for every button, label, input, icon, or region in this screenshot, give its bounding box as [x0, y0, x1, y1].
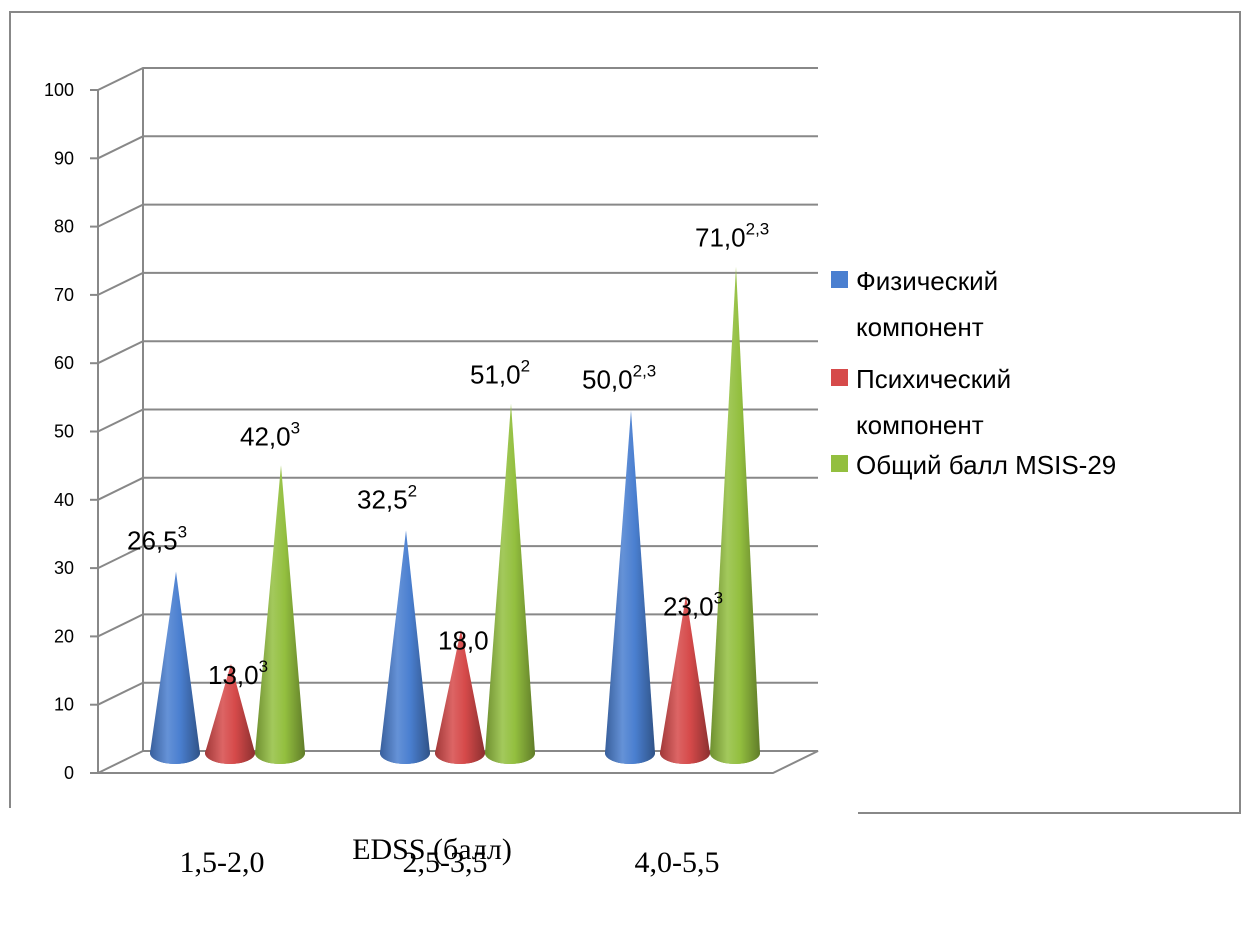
- legend-entry: Общий балл MSIS-29: [831, 450, 1116, 480]
- data-label: 32,52: [357, 481, 417, 514]
- y-tick-label: 80: [54, 217, 74, 237]
- cone-bar: [205, 663, 255, 764]
- cone-body: [605, 410, 655, 764]
- x-axis-categories: 1,5-2,0 2,5-3,5 4,0-5,5: [180, 846, 720, 879]
- data-label-value: 71,0: [695, 223, 746, 253]
- y-tick-label: 100: [44, 80, 74, 100]
- legend-label: компонент: [856, 312, 984, 342]
- legend-label: Физический: [856, 266, 998, 296]
- y-tick-label: 10: [54, 695, 74, 715]
- data-label: 42,03: [240, 418, 300, 451]
- cone-bar: [710, 266, 760, 764]
- data-label: 26,53: [127, 522, 187, 555]
- y-tick-label: 60: [54, 353, 74, 373]
- cone-bar: [435, 629, 485, 764]
- gridline: [97, 476, 818, 501]
- cone-bar: [485, 403, 535, 764]
- y-axis: 0 10 20 30 40 50 60 70 80 90 100: [44, 68, 144, 783]
- cone-body: [380, 530, 430, 764]
- x-category-label: 4,0-5,5: [635, 846, 720, 879]
- data-label: 50,02,3: [582, 362, 656, 395]
- cone-body: [485, 403, 535, 764]
- data-label-sup: 2: [521, 357, 530, 376]
- legend-swatch: [831, 271, 848, 288]
- data-label-sup: 2,3: [746, 220, 770, 239]
- data-label-value: 51,0: [470, 360, 521, 390]
- data-label: 23,03: [663, 588, 723, 621]
- legend-label: компонент: [856, 410, 984, 440]
- data-label: 51,02: [470, 357, 530, 390]
- floor: [97, 750, 819, 774]
- legend-label: Психический: [856, 364, 1011, 394]
- data-label-value: 26,5: [127, 525, 178, 555]
- data-label-sup: 3: [259, 657, 268, 676]
- gridline: [97, 340, 818, 365]
- cone-bar: [255, 465, 305, 764]
- legend-label: Общий балл MSIS-29: [856, 450, 1116, 480]
- legend-swatch: [831, 369, 848, 386]
- legend-entry: Психический компонент: [831, 364, 1011, 440]
- y-tick-label: 40: [54, 490, 74, 510]
- legend-swatch: [831, 455, 848, 472]
- cone-body: [255, 465, 305, 764]
- x-axis-title: EDSS (балл): [352, 833, 512, 866]
- data-label-value: 23,0: [663, 591, 714, 621]
- data-label: 71,02,3: [695, 220, 769, 253]
- gridline: [97, 545, 818, 569]
- cone-bar: [660, 595, 710, 764]
- cone-body: [710, 266, 760, 764]
- cone-body: [150, 571, 200, 764]
- data-label-sup: 2,3: [633, 362, 657, 381]
- data-label-value: 32,5: [357, 484, 408, 514]
- legend: Физический компонент Психический компонент О…: [831, 266, 1116, 480]
- cone-body: [660, 595, 710, 764]
- cone-bar: [380, 530, 430, 764]
- cone-bar: [150, 571, 200, 764]
- x-category-label: 1,5-2,0: [180, 846, 265, 879]
- legend-entry: Физический компонент: [831, 266, 998, 342]
- chart-frame: [9, 11, 1241, 814]
- data-label-sup: 3: [291, 418, 300, 437]
- gridline: [97, 408, 818, 433]
- data-label-sup: 2: [408, 481, 417, 500]
- y-tick-label: 0: [64, 763, 74, 783]
- cones: [150, 266, 760, 764]
- gridline: [97, 271, 818, 296]
- data-label-value: 18,0: [438, 626, 489, 656]
- cone-bar: [605, 410, 655, 764]
- data-label-value: 42,0: [240, 421, 291, 451]
- data-label: 18,0: [438, 626, 489, 656]
- data-label-sup: 3: [714, 588, 723, 607]
- y-tick-label: 90: [54, 148, 74, 168]
- y-tick-label: 70: [54, 285, 74, 305]
- data-label-value: 50,0: [582, 365, 633, 395]
- data-label-sup: 3: [178, 522, 187, 541]
- data-label-value: 13,0: [208, 660, 259, 690]
- gridline: [97, 67, 818, 91]
- cone-body: [435, 629, 485, 764]
- y-tick-label: 30: [54, 558, 74, 578]
- data-label: 13,03: [208, 657, 268, 690]
- gridline: [97, 135, 818, 160]
- x-category-label: 2,5-3,5: [403, 846, 488, 879]
- y-tick-label: 20: [54, 626, 74, 646]
- y-tick-label: 50: [54, 422, 74, 442]
- cone-body: [205, 663, 255, 764]
